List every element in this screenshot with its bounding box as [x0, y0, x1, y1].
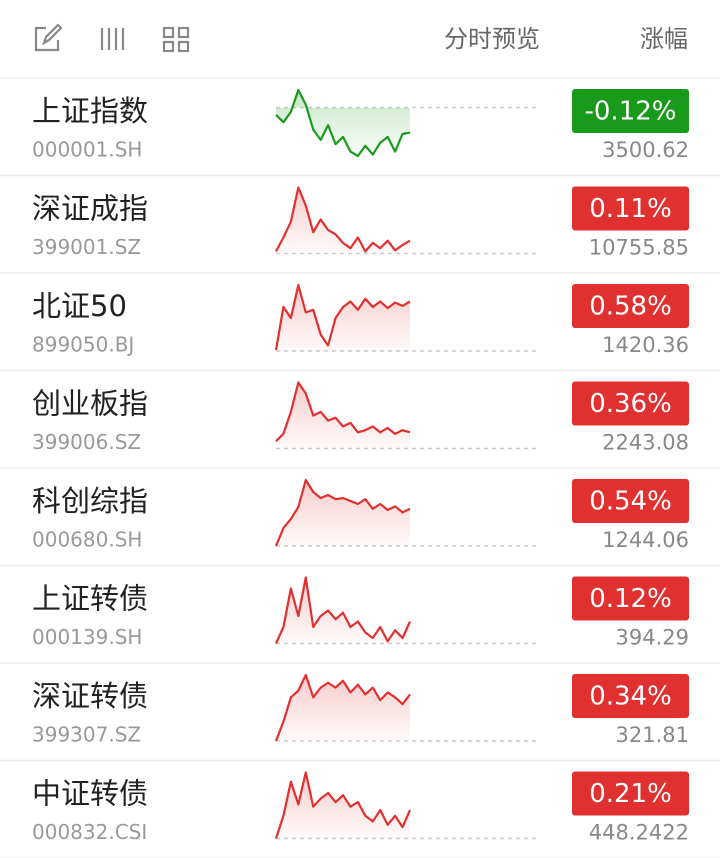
- index-code: 399307.SZ: [32, 723, 141, 747]
- change-badge: [572, 576, 689, 621]
- trend-area: [276, 577, 410, 644]
- trend-area: [276, 187, 410, 254]
- index-code: 399001.SZ: [32, 235, 141, 259]
- index-name: 创业板指: [32, 387, 148, 421]
- index-row[interactable]: 创业板指 399006.SZ 0.36% 2243.08: [0, 381, 720, 469]
- index-row[interactable]: 上证指数 000001.SH -0.12% 3500.62: [0, 88, 720, 177]
- index-price: 3500.62: [602, 138, 689, 162]
- change-badge: [572, 479, 689, 523]
- change-value: 0.36%: [589, 389, 672, 419]
- change-value: 0.34%: [589, 682, 672, 712]
- index-name: 深证成指: [32, 192, 148, 226]
- index-row[interactable]: 上证转债 000139.SH 0.12% 394.29: [0, 576, 720, 664]
- trend-line: [274, 576, 412, 644]
- trend-line: [274, 283, 411, 351]
- trend-area: [276, 90, 410, 156]
- trend-area: [276, 285, 410, 351]
- index-row[interactable]: 北证50 899050.BJ 0.58% 1420.36: [0, 283, 720, 372]
- trend-area: [276, 480, 410, 546]
- trend-line: [275, 381, 411, 442]
- index-row[interactable]: 科创综指 000680.SH 0.54% 1244.06: [0, 478, 720, 567]
- index-row[interactable]: 中证转债 000832.CSI 0.21% 448.2422: [0, 771, 720, 858]
- change-badge: [572, 674, 689, 718]
- index-price: 394.29: [616, 626, 689, 650]
- trend-line: [275, 88, 411, 158]
- trend-line: [274, 478, 411, 547]
- change-badge: [572, 284, 689, 328]
- index-code: 000832.CSI: [32, 820, 147, 844]
- index-name: 上证指数: [32, 94, 148, 128]
- index-price: 1244.06: [602, 528, 689, 552]
- index-price: 321.81: [616, 723, 689, 747]
- index-code: 399006.SZ: [32, 430, 141, 454]
- change-value: -0.12%: [585, 97, 677, 127]
- change-badge: [572, 771, 689, 816]
- trend-line: [275, 186, 411, 253]
- preview-header[interactable]: 分时预览: [444, 25, 540, 53]
- index-price: 2243.08: [602, 431, 689, 455]
- trend-area: [276, 382, 410, 449]
- change-value: 0.54%: [589, 487, 672, 517]
- trend-area: [276, 772, 410, 839]
- index-code: 000139.SH: [32, 625, 142, 649]
- grid-icon[interactable]: [162, 26, 190, 53]
- index-code: 899050.BJ: [32, 333, 134, 357]
- index-name: 中证转债: [32, 777, 148, 811]
- index-row[interactable]: 深证转债 399307.SZ 0.34% 321.81: [0, 673, 720, 762]
- change-value: 0.21%: [589, 779, 672, 809]
- index-row[interactable]: 深证成指 399001.SZ 0.11% 10755.85: [0, 186, 720, 274]
- change-header[interactable]: 涨幅: [640, 25, 688, 53]
- change-value: 0.11%: [589, 194, 672, 224]
- index-name: 深证转债: [32, 679, 148, 713]
- index-price: 10755.85: [589, 236, 689, 260]
- index-price: 448.2422: [589, 821, 689, 845]
- change-badge: [572, 89, 689, 133]
- index-code: 000001.SH: [32, 138, 142, 162]
- index-code: 000680.SH: [32, 528, 142, 552]
- index-price: 1420.36: [602, 333, 689, 357]
- trend-area: [276, 675, 410, 741]
- columns-icon[interactable]: [100, 28, 125, 50]
- change-badge: [572, 186, 689, 231]
- change-badge: [572, 381, 689, 426]
- index-name: 北证50: [32, 289, 127, 323]
- edit-icon[interactable]: [34, 23, 63, 52]
- trend-line: [274, 673, 411, 742]
- index-name: 上证转债: [32, 582, 148, 616]
- change-value: 0.12%: [589, 584, 672, 614]
- index-name: 科创综指: [32, 484, 148, 518]
- change-value: 0.58%: [589, 292, 672, 322]
- trend-line: [274, 771, 412, 839]
